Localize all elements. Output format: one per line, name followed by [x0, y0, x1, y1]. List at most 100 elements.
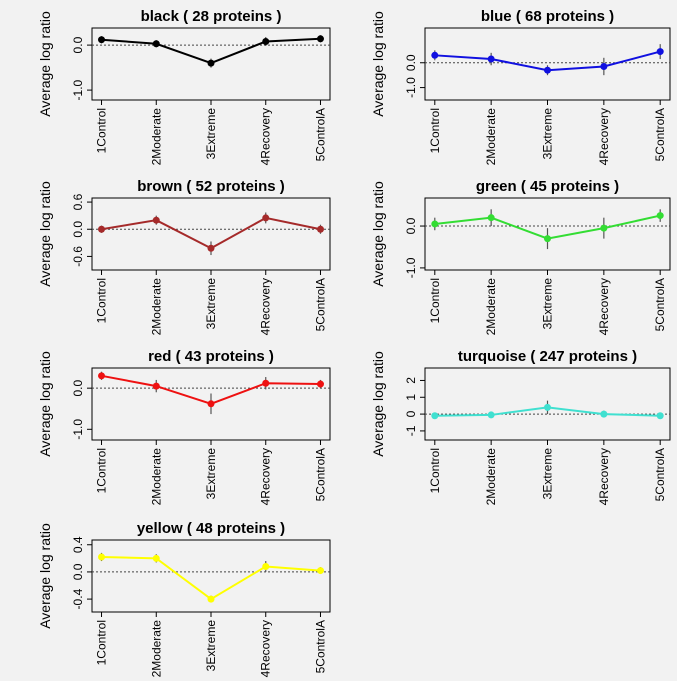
y-tick-label: 2: [404, 377, 418, 384]
x-tick-label: 2Moderate: [149, 620, 163, 678]
title: turquoise ( 247 proteins ): [458, 348, 637, 365]
point: [600, 62, 608, 70]
point: [316, 225, 324, 233]
x-tick-label: 3Extreme: [541, 108, 555, 160]
point: [207, 244, 215, 252]
x-tick-label: 2Moderate: [149, 278, 163, 336]
x-tick-label: 5ControlA: [313, 620, 327, 673]
x-tick-label: 5ControlA: [653, 448, 667, 501]
y-tick-label: -1.0: [404, 257, 418, 278]
point: [152, 554, 160, 562]
point: [316, 35, 324, 43]
point: [207, 59, 215, 67]
x-tick-label: 2Moderate: [149, 448, 163, 506]
x-tick-label: 1Control: [428, 108, 442, 153]
x-tick-label: 4Recovery: [597, 108, 611, 165]
point: [98, 225, 106, 233]
y-tick-label: -0.6: [71, 246, 85, 267]
y-axis-label: Average log ratio: [370, 181, 386, 287]
y-axis-label: Average log ratio: [370, 351, 386, 457]
y-tick-label: 0.0: [71, 379, 85, 396]
point: [431, 412, 439, 420]
x-tick-label: 5ControlA: [313, 278, 327, 331]
plot-area: [91, 197, 331, 271]
y-tick-label: -1.0: [404, 77, 418, 98]
y-tick-label: 0.0: [71, 36, 85, 53]
y-axis-label: Average log ratio: [37, 181, 53, 287]
point: [152, 216, 160, 224]
y-tick-label: -1.0: [71, 79, 85, 100]
point: [656, 48, 664, 56]
y-tick-label: 0.6: [71, 193, 85, 210]
x-tick-label: 5ControlA: [313, 108, 327, 161]
y-axis-label: Average log ratio: [370, 11, 386, 117]
point: [487, 411, 495, 419]
point: [262, 38, 270, 45]
point: [656, 212, 664, 220]
x-tick-label: 1Control: [95, 620, 109, 665]
point: [207, 400, 215, 408]
title: brown ( 52 proteins ): [137, 178, 285, 195]
x-tick-label: 4Recovery: [259, 278, 273, 335]
title: green ( 45 proteins ): [476, 178, 619, 195]
y-axis-label: Average log ratio: [37, 523, 53, 629]
x-tick-label: 1Control: [428, 448, 442, 493]
y-axis-label: Average log ratio: [37, 351, 53, 457]
point: [487, 214, 495, 222]
point: [316, 380, 324, 388]
y-tick-label: -1.0: [71, 419, 85, 440]
point: [98, 372, 106, 380]
y-tick-label: 1: [404, 394, 418, 401]
point: [656, 412, 664, 420]
point: [487, 55, 495, 63]
x-tick-label: 4Recovery: [259, 108, 273, 165]
y-tick-label: 0.4: [71, 536, 85, 553]
x-tick-label: 5ControlA: [653, 108, 667, 161]
point: [98, 553, 106, 561]
x-tick-label: 4Recovery: [259, 620, 273, 677]
x-tick-label: 3Extreme: [204, 108, 218, 160]
point: [600, 410, 608, 418]
x-tick-label: 2Moderate: [484, 278, 498, 336]
x-tick-label: 4Recovery: [597, 448, 611, 505]
x-tick-label: 3Extreme: [541, 448, 555, 500]
x-tick-label: 4Recovery: [259, 448, 273, 505]
y-tick-label: -1: [404, 425, 418, 436]
point: [431, 51, 439, 59]
y-axis-label: Average log ratio: [37, 11, 53, 117]
y-tick-label: -0.4: [71, 588, 85, 609]
point: [544, 66, 551, 74]
x-tick-label: 3Extreme: [204, 620, 218, 672]
y-tick-label: 0.0: [71, 563, 85, 580]
x-tick-label: 3Extreme: [204, 448, 218, 500]
y-tick-label: 0.0: [404, 217, 418, 234]
point: [544, 235, 551, 243]
x-tick-label: 1Control: [428, 278, 442, 323]
point: [262, 562, 270, 570]
x-tick-label: 1Control: [95, 108, 109, 153]
point: [262, 379, 270, 387]
x-tick-label: 2Moderate: [149, 108, 163, 166]
point: [600, 224, 608, 232]
x-tick-label: 3Extreme: [541, 278, 555, 330]
x-tick-label: 5ControlA: [653, 278, 667, 331]
title: black ( 28 proteins ): [141, 8, 282, 25]
series-line: [101, 555, 321, 601]
point: [316, 567, 324, 575]
y-tick-label: 0.0: [71, 221, 85, 238]
title: red ( 43 proteins ): [148, 348, 274, 365]
point: [152, 40, 160, 48]
x-tick-label: 1Control: [95, 278, 109, 323]
point: [152, 382, 160, 390]
x-tick-label: 2Moderate: [484, 108, 498, 166]
x-tick-label: 2Moderate: [484, 448, 498, 506]
point: [98, 36, 106, 44]
point: [262, 214, 270, 222]
x-tick-label: 3Extreme: [204, 278, 218, 330]
point: [431, 220, 439, 228]
x-tick-label: 1Control: [95, 448, 109, 493]
point: [544, 403, 551, 411]
title: yellow ( 48 proteins ): [137, 520, 285, 537]
